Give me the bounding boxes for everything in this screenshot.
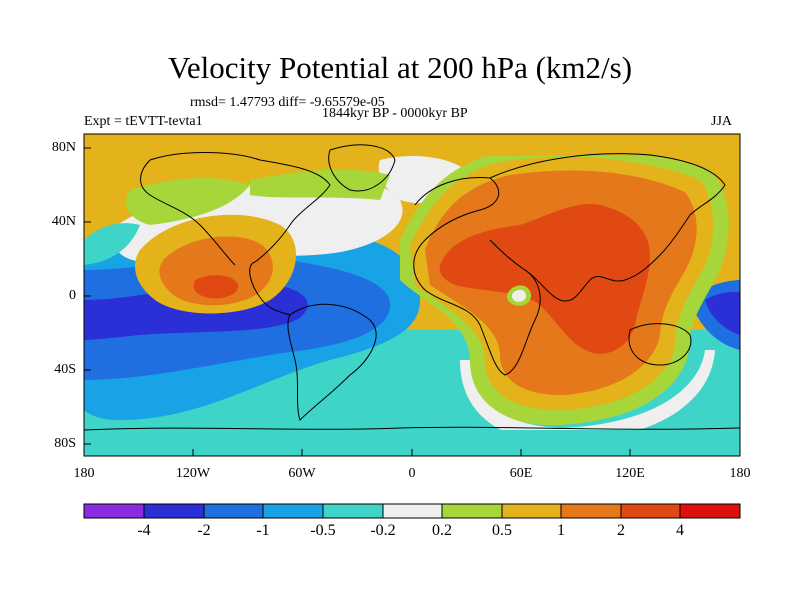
colorbar-swatch	[322, 503, 384, 519]
lat-tick-label: 40N	[51, 214, 76, 229]
lon-tick-label: 0	[408, 466, 416, 481]
colorbar-swatch	[262, 503, 324, 519]
lat-tick-label: 0	[69, 288, 76, 303]
map-title: Velocity Potential at 200 hPa (km2/s)	[167, 50, 633, 85]
colorbar-swatch	[501, 503, 562, 519]
lat-tick-label: 80N	[51, 140, 76, 155]
stats-label: rmsd= 1.47793 diff= -9.65579e-05	[190, 95, 385, 110]
lon-tick-label: 60E	[509, 466, 533, 481]
colorbar-swatch	[620, 503, 681, 519]
lon-tick-label: 60W	[288, 466, 316, 481]
coastlines	[84, 144, 740, 431]
colorbar-swatch	[441, 503, 503, 519]
colorbar-label: -0.5	[310, 522, 336, 539]
colorbar-label: 0.5	[492, 522, 512, 539]
colorbar	[83, 503, 741, 519]
colorbar-label: -0.2	[370, 522, 396, 539]
lat-tick-label: 40S	[54, 362, 76, 377]
colorbar-label: -4	[137, 522, 151, 539]
colorbar-swatch	[679, 503, 741, 519]
lon-tick-label: 180	[73, 466, 95, 481]
lon-tick-label: 120W	[175, 466, 211, 481]
experiment-label: Expt = tEVTT-tevta1	[84, 114, 203, 129]
lon-tick-label: 180	[729, 466, 751, 481]
colorbar-swatch	[83, 503, 145, 519]
colorbar-swatch	[203, 503, 264, 519]
colorbar-label: 4	[676, 522, 684, 539]
lat-tick-label: 80S	[54, 436, 76, 451]
season-label: JJA	[711, 114, 733, 129]
colorbar-label: 1	[557, 522, 565, 539]
axis-ticks	[83, 147, 741, 456]
colorbar-swatch	[143, 503, 205, 519]
colorbar-swatch	[560, 503, 622, 519]
colorbar-label: 2	[617, 522, 625, 539]
period-label: 1844kyr BP - 0000kyr BP	[322, 106, 468, 121]
colorbar-label: -2	[197, 522, 211, 539]
contour-field	[84, 134, 740, 456]
colorbar-label: 0.2	[432, 522, 452, 539]
colorbar-label: -1	[256, 522, 270, 539]
colorbar-swatch	[382, 503, 443, 519]
lon-tick-label: 120E	[615, 466, 645, 481]
